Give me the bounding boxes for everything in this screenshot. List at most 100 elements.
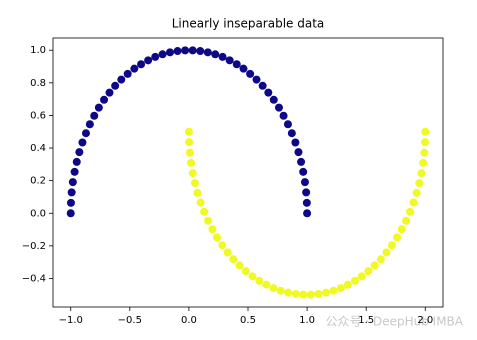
x-tick-label: 0.0: [181, 315, 197, 326]
point: [151, 52, 160, 61]
point: [336, 284, 345, 293]
point: [343, 280, 352, 289]
x-tick-label: 1.5: [358, 315, 374, 326]
point: [420, 148, 429, 157]
x-tick-label: −1.0: [59, 315, 83, 326]
y-tick-label: 0.8: [30, 78, 46, 89]
point: [329, 286, 338, 295]
point: [218, 52, 227, 61]
point: [130, 64, 139, 73]
point: [70, 167, 79, 176]
point: [291, 138, 300, 147]
point: [248, 272, 257, 281]
point: [287, 129, 296, 138]
point: [421, 138, 430, 147]
point: [68, 178, 77, 187]
point: [75, 148, 84, 157]
y-tick-label: 1.0: [30, 45, 46, 56]
point: [144, 56, 153, 65]
point: [276, 286, 285, 295]
point: [297, 157, 306, 166]
point: [223, 248, 232, 257]
point: [81, 129, 90, 138]
point: [208, 225, 217, 234]
point: [239, 64, 248, 73]
point: [235, 261, 244, 270]
point: [229, 255, 238, 264]
point: [123, 69, 132, 78]
point: [66, 198, 75, 207]
x-tick-label: 1.0: [299, 315, 315, 326]
point: [417, 169, 426, 178]
point: [357, 272, 366, 281]
point: [117, 75, 126, 84]
point: [246, 69, 255, 78]
point: [364, 267, 373, 276]
point: [397, 225, 406, 234]
point: [303, 209, 312, 218]
point: [111, 81, 120, 90]
point: [419, 158, 428, 167]
point: [252, 75, 261, 84]
point: [67, 188, 76, 197]
point: [264, 88, 273, 97]
y-tick-label: 0.6: [30, 110, 46, 121]
point: [211, 50, 220, 59]
point: [302, 188, 311, 197]
point: [196, 47, 205, 56]
y-tick-label: 0.0: [30, 208, 46, 219]
point: [158, 50, 167, 59]
point: [200, 207, 209, 216]
point: [306, 290, 315, 299]
y-tick-label: 0.2: [30, 176, 46, 187]
point: [269, 284, 278, 293]
point: [187, 158, 196, 167]
point: [300, 178, 309, 187]
point: [204, 216, 213, 225]
point: [370, 261, 379, 270]
point: [409, 198, 418, 207]
point: [166, 48, 174, 57]
point: [314, 289, 323, 298]
point: [193, 188, 202, 197]
point: [185, 138, 194, 147]
x-tick-label: 0.5: [240, 315, 256, 326]
point: [181, 46, 190, 55]
point: [85, 120, 94, 129]
point: [294, 148, 303, 157]
point: [78, 138, 87, 147]
point: [258, 81, 267, 90]
point: [382, 248, 391, 257]
point: [218, 241, 227, 250]
point: [173, 47, 182, 56]
point: [94, 103, 103, 112]
y-tick-label: −0.4: [22, 273, 46, 284]
point: [299, 290, 308, 299]
point: [203, 48, 212, 57]
point: [190, 179, 199, 188]
point: [137, 60, 146, 69]
point: [232, 60, 241, 69]
point: [184, 127, 193, 136]
point: [402, 216, 411, 225]
point: [66, 209, 75, 218]
y-tick-label: 0.4: [30, 143, 46, 154]
point: [393, 233, 402, 242]
point: [213, 233, 222, 242]
point: [196, 198, 205, 207]
point: [299, 167, 308, 176]
point: [72, 157, 81, 166]
point: [279, 111, 288, 120]
point: [90, 111, 99, 120]
point: [274, 103, 283, 112]
chart-title: Linearly inseparable data: [172, 17, 325, 31]
point: [225, 56, 234, 65]
point: [302, 198, 311, 207]
point: [100, 95, 109, 104]
point: [269, 95, 278, 104]
point: [255, 276, 264, 285]
plot-frame: [52, 37, 444, 308]
point: [412, 188, 421, 197]
